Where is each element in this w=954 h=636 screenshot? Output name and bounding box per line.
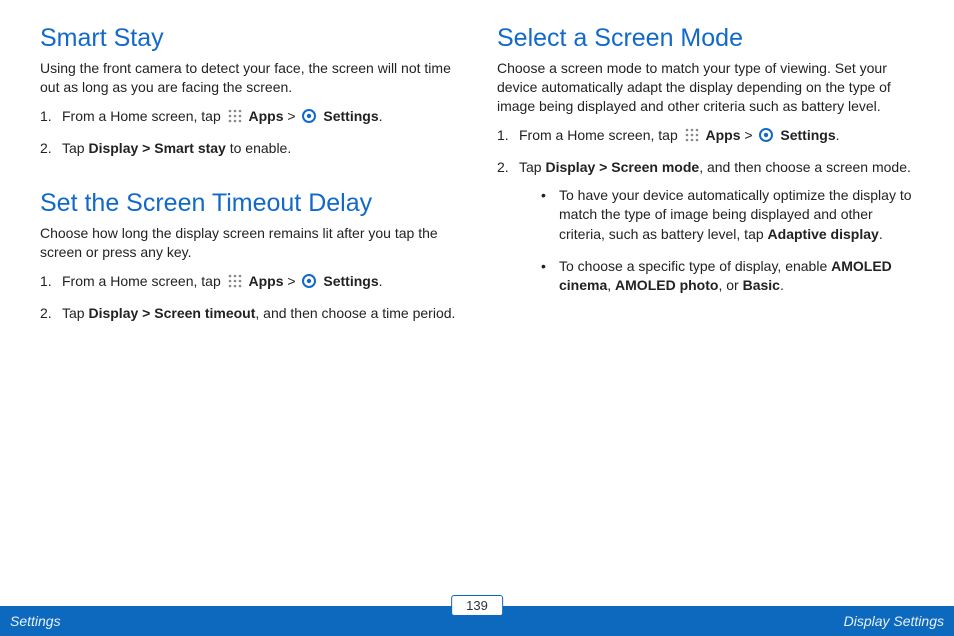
text: From a Home screen, tap xyxy=(62,108,225,124)
text: To choose a specific type of display, en… xyxy=(559,258,831,274)
apps-icon xyxy=(684,127,700,149)
text: , or xyxy=(718,277,742,293)
text: > xyxy=(595,159,611,175)
footer-left: Settings xyxy=(10,613,477,629)
bold-text: Screen mode xyxy=(611,159,699,175)
bold-text: Basic xyxy=(743,277,780,293)
step-item: Tap Display > Screen timeout, and then c… xyxy=(40,304,457,324)
right-column: Select a Screen Mode Choose a screen mod… xyxy=(497,24,914,580)
section-screen-mode: Select a Screen Mode Choose a screen mod… xyxy=(497,24,914,296)
text: . xyxy=(780,277,784,293)
text: From a Home screen, tap xyxy=(519,127,682,143)
text: > xyxy=(138,140,154,156)
steps-screen-timeout: From a Home screen, tap Apps > Settings.… xyxy=(40,272,457,324)
page-content: Smart Stay Using the front camera to det… xyxy=(0,0,954,580)
text: Tap xyxy=(62,140,88,156)
bold-text: AMOLED photo xyxy=(615,277,718,293)
page-number: 139 xyxy=(451,595,503,616)
apps-label: Apps xyxy=(706,127,741,143)
settings-label: Settings xyxy=(780,127,835,143)
steps-screen-mode: From a Home screen, tap Apps > Settings.… xyxy=(497,126,914,296)
text: . xyxy=(879,226,883,242)
text: , and then choose a screen mode. xyxy=(699,159,911,175)
step-item: Tap Display > Smart stay to enable. xyxy=(40,139,457,159)
heading-smart-stay: Smart Stay xyxy=(40,24,457,53)
text: > xyxy=(284,273,300,289)
settings-icon xyxy=(301,108,317,130)
text: > xyxy=(138,305,154,321)
section-screen-timeout: Set the Screen Timeout Delay Choose how … xyxy=(40,189,457,324)
apps-icon xyxy=(227,108,243,130)
heading-screen-mode: Select a Screen Mode xyxy=(497,24,914,53)
bold-text: Display xyxy=(88,305,138,321)
text: From a Home screen, tap xyxy=(62,273,225,289)
settings-label: Settings xyxy=(323,108,378,124)
settings-icon xyxy=(301,273,317,295)
step-item: Tap Display > Screen mode, and then choo… xyxy=(497,158,914,296)
text: , xyxy=(607,277,615,293)
section-smart-stay: Smart Stay Using the front camera to det… xyxy=(40,24,457,159)
text: . xyxy=(379,108,383,124)
steps-smart-stay: From a Home screen, tap Apps > Settings.… xyxy=(40,107,457,159)
text: > xyxy=(284,108,300,124)
intro-screen-mode: Choose a screen mode to match your type … xyxy=(497,59,914,116)
bullet-item: To choose a specific type of display, en… xyxy=(519,257,914,296)
step-item: From a Home screen, tap Apps > Settings. xyxy=(40,107,457,130)
text: Tap xyxy=(519,159,545,175)
intro-screen-timeout: Choose how long the display screen remai… xyxy=(40,224,457,262)
settings-icon xyxy=(758,127,774,149)
intro-smart-stay: Using the front camera to detect your fa… xyxy=(40,59,457,97)
footer-right: Display Settings xyxy=(477,613,944,629)
bold-text: Display xyxy=(88,140,138,156)
text: , and then choose a time period. xyxy=(255,305,455,321)
text: Tap xyxy=(62,305,88,321)
text: . xyxy=(836,127,840,143)
apps-label: Apps xyxy=(249,273,284,289)
bold-text: Display xyxy=(545,159,595,175)
bold-text: Smart stay xyxy=(154,140,226,156)
heading-screen-timeout: Set the Screen Timeout Delay xyxy=(40,189,457,218)
settings-label: Settings xyxy=(323,273,378,289)
apps-icon xyxy=(227,273,243,295)
left-column: Smart Stay Using the front camera to det… xyxy=(40,24,457,580)
bold-text: Screen timeout xyxy=(154,305,255,321)
bullet-list: To have your device automatically optimi… xyxy=(519,186,914,296)
step-item: From a Home screen, tap Apps > Settings. xyxy=(40,272,457,295)
bold-text: Adaptive display xyxy=(768,226,879,242)
text: > xyxy=(741,127,757,143)
bullet-item: To have your device automatically optimi… xyxy=(519,186,914,245)
apps-label: Apps xyxy=(249,108,284,124)
step-item: From a Home screen, tap Apps > Settings. xyxy=(497,126,914,149)
text: to enable. xyxy=(226,140,291,156)
text: . xyxy=(379,273,383,289)
